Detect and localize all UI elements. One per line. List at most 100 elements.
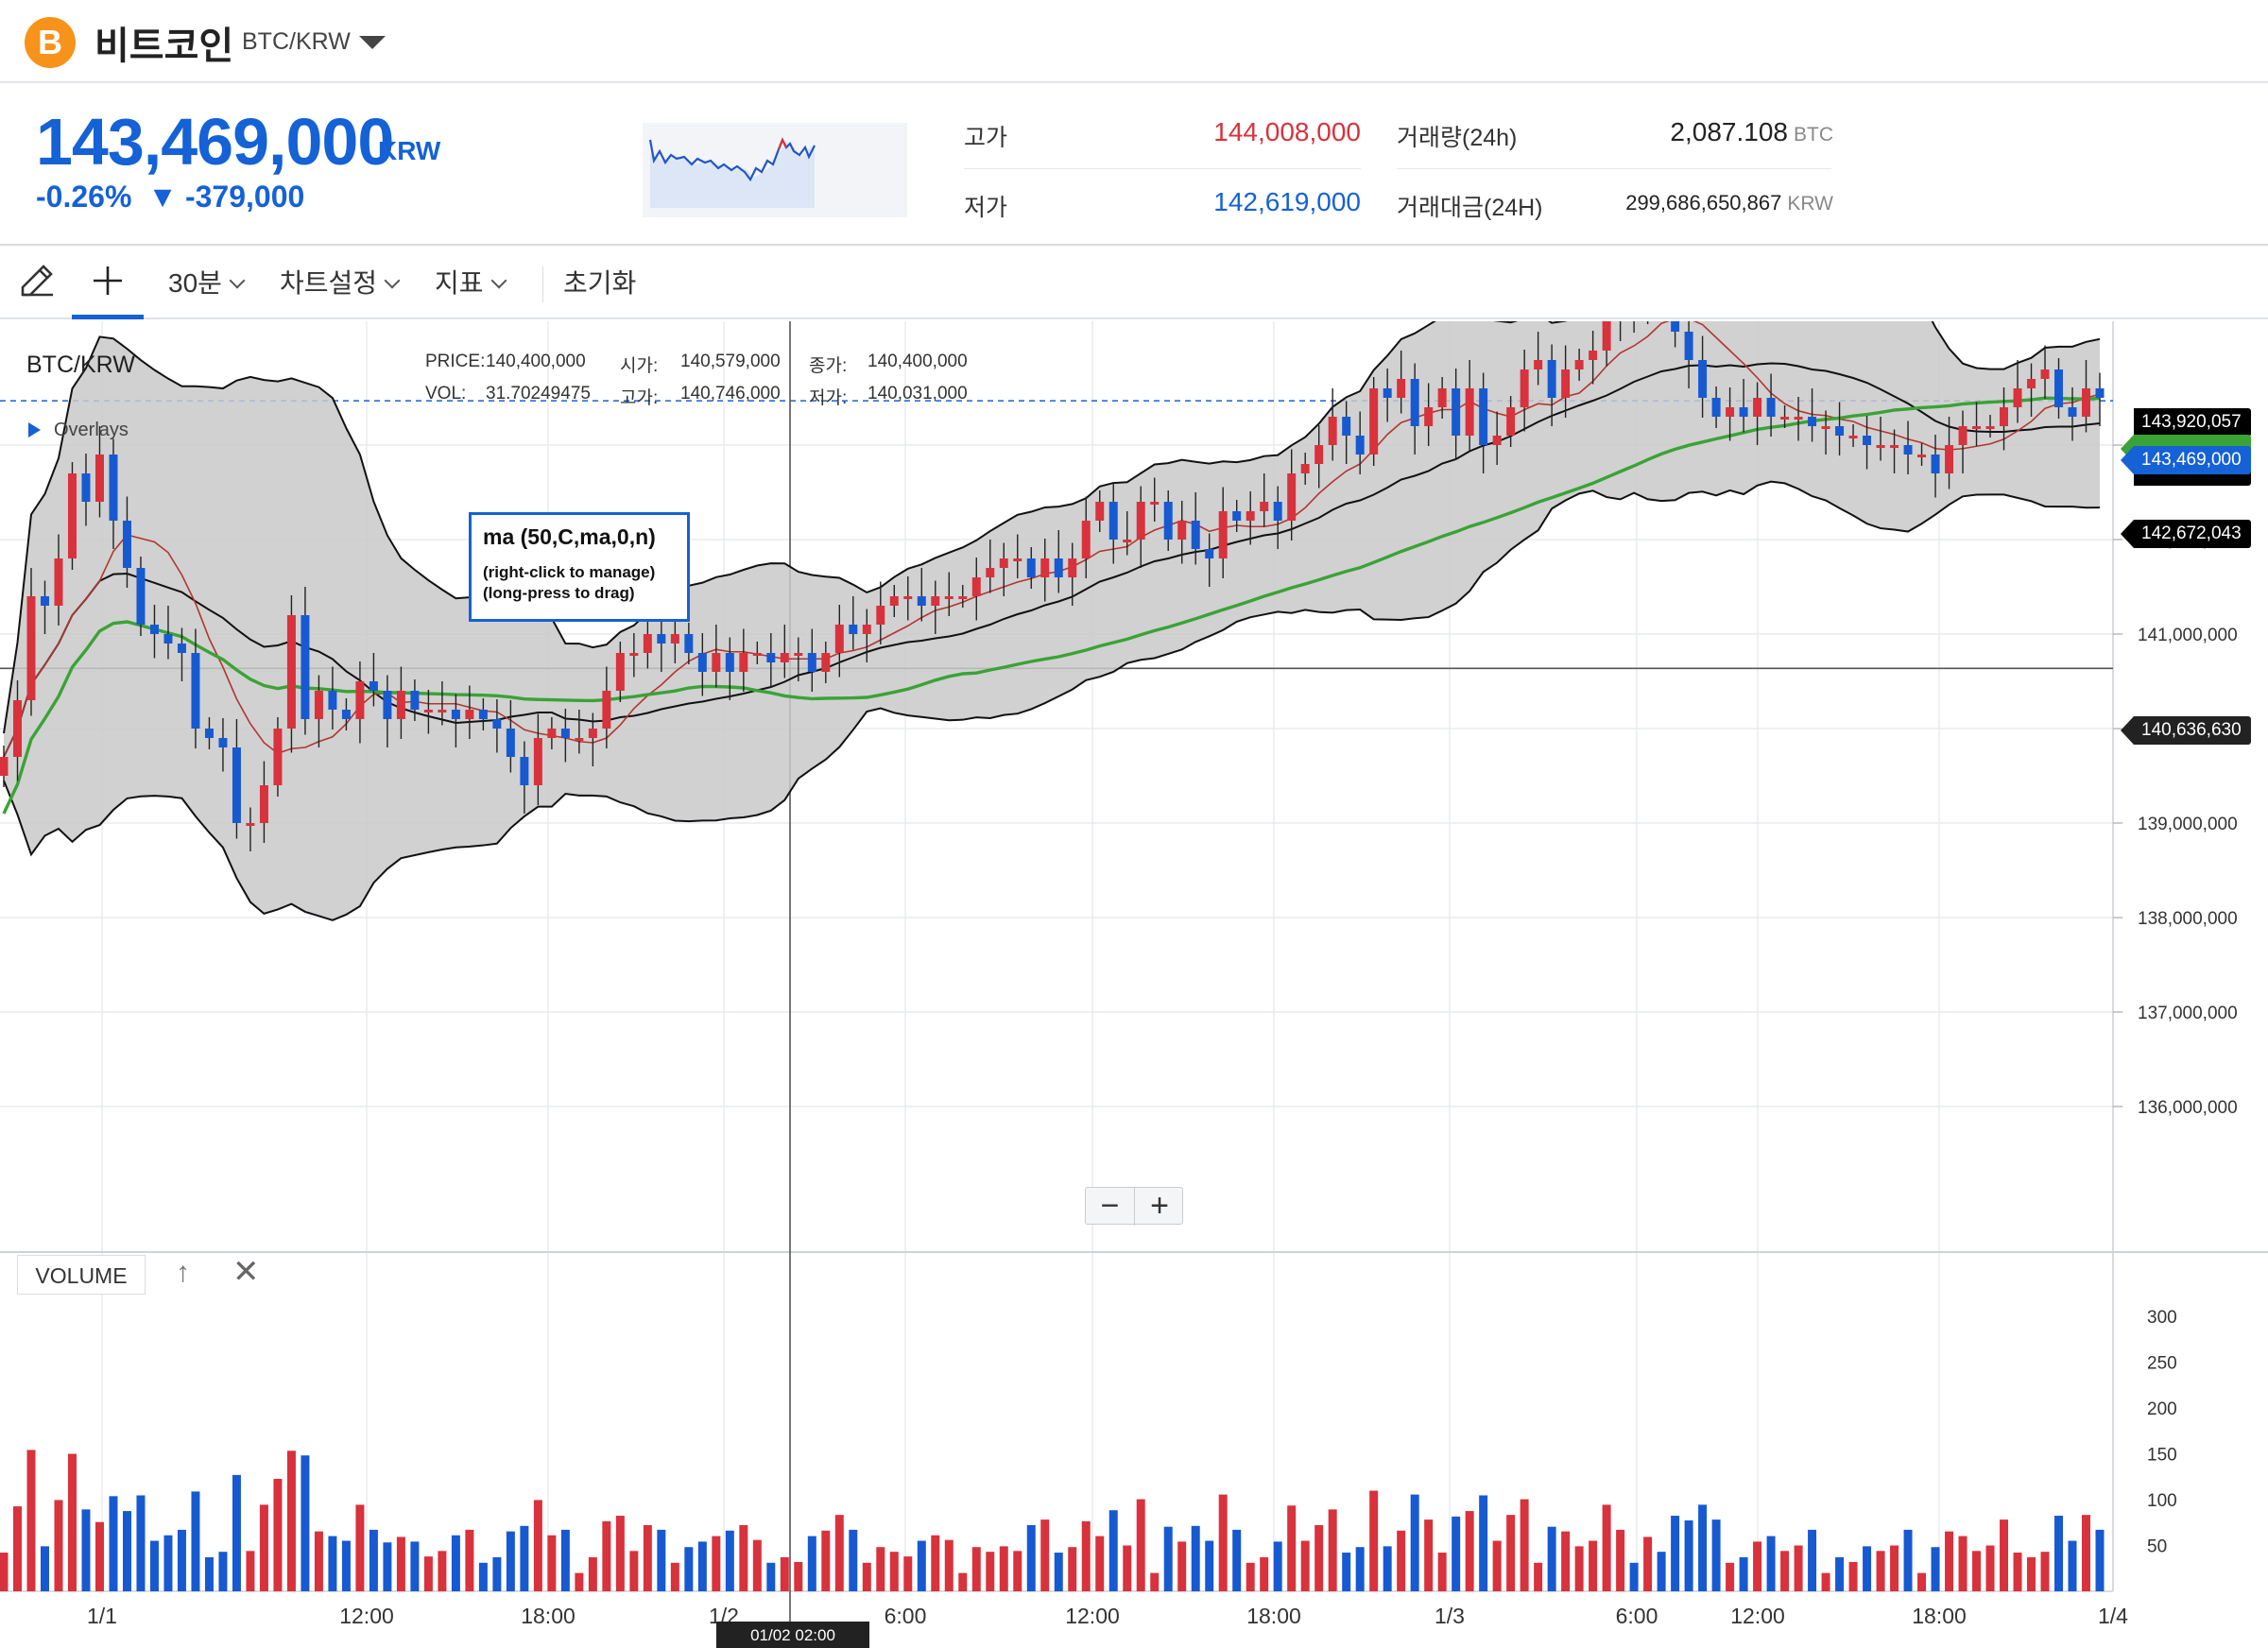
- pencil-icon[interactable]: [17, 248, 57, 319]
- candle-body: [122, 521, 131, 568]
- candle: [1369, 377, 1379, 466]
- candle-body: [286, 615, 296, 729]
- volume-bar: [588, 1557, 597, 1591]
- candle-body: [1903, 445, 1913, 455]
- candle-body: [478, 710, 488, 719]
- candle-body: [2013, 388, 2022, 407]
- volume-bar: [1492, 1540, 1502, 1591]
- candle-body: [1808, 417, 1817, 426]
- volume-bar: [1711, 1519, 1721, 1591]
- candle-body: [944, 596, 954, 599]
- candle: [794, 637, 803, 681]
- volume-number: 2,087.108: [1670, 117, 1788, 146]
- bb-lower-value: 142,672,043: [2141, 524, 2242, 543]
- candle: [944, 572, 954, 616]
- reset-button[interactable]: 초기화: [563, 268, 637, 298]
- high-value: 144,008,000: [1213, 117, 1361, 146]
- chart-settings-label: 차트설정: [280, 268, 378, 298]
- candle: [478, 698, 488, 730]
- volume-bar: [1342, 1553, 1351, 1591]
- candle: [834, 605, 844, 678]
- volume-bar: [1972, 1551, 1982, 1591]
- amount-value: 299,686,650,867 KRW: [1550, 191, 1833, 215]
- volume-bar: [506, 1531, 515, 1591]
- volume-bar: [1123, 1545, 1132, 1591]
- volume-bar: [1589, 1540, 1598, 1591]
- volume-unit: BTC: [1794, 124, 1833, 146]
- candle: [191, 628, 200, 748]
- volume-bar: [1369, 1490, 1379, 1591]
- volume-bar: [1931, 1547, 1940, 1591]
- volume-bar: [67, 1453, 77, 1591]
- zoom-out-button[interactable]: −: [1086, 1188, 1135, 1226]
- amount-unit: KRW: [1787, 193, 1833, 215]
- candle: [163, 606, 173, 660]
- volume-bar: [81, 1509, 91, 1591]
- bb-upper-value: 143,920,057: [2141, 412, 2242, 432]
- candle: [889, 585, 899, 617]
- current-price-tag: 143,469,000: [2121, 446, 2251, 474]
- change-amount: -379,000: [184, 180, 305, 214]
- candle-body: [1561, 369, 1571, 398]
- candle: [1671, 321, 1680, 348]
- volume-bar: [1821, 1572, 1830, 1591]
- candlestick-chart[interactable]: 136,000,000 137,000,000 138,000,000 139,000…: [0, 321, 2268, 1648]
- close-icon[interactable]: ✕: [232, 1254, 260, 1290]
- candle: [1753, 382, 1762, 445]
- crosshair-icon[interactable]: [72, 248, 144, 319]
- candle: [575, 710, 584, 754]
- time-axis-label: 12:00: [339, 1604, 394, 1628]
- volume-bar: [1177, 1541, 1187, 1591]
- volume-bar: [2054, 1516, 2064, 1591]
- volume-bar: [355, 1504, 365, 1591]
- chart-container[interactable]: 136,000,000 137,000,000 138,000,000 139,000…: [0, 321, 2268, 1648]
- candle: [1273, 486, 1282, 549]
- move-up-icon[interactable]: ↑: [176, 1257, 190, 1288]
- low-value: 142,619,000: [1213, 187, 1361, 216]
- candle-body: [369, 681, 378, 691]
- volume-bar: [560, 1529, 570, 1591]
- candle-body: [1452, 388, 1461, 436]
- candle: [204, 717, 214, 749]
- candle: [369, 653, 378, 707]
- volume-bar: [643, 1524, 652, 1591]
- volume-value: 2,087.108 BTC: [1588, 117, 1833, 147]
- candle: [40, 580, 49, 634]
- volume-axis-label: 150: [2147, 1446, 2177, 1466]
- candle-body: [1780, 417, 1790, 420]
- candle-body: [1972, 426, 1982, 429]
- candle: [615, 642, 625, 702]
- volume-axis-label: 300: [2147, 1308, 2177, 1328]
- candle-body: [1465, 388, 1474, 436]
- candle-body: [670, 634, 679, 644]
- candle: [712, 625, 721, 688]
- volume-bar: [204, 1557, 214, 1591]
- pair-dropdown-icon[interactable]: [359, 36, 386, 49]
- zoom-in-button[interactable]: +: [1150, 1188, 1169, 1224]
- candle-body: [109, 455, 118, 521]
- candle-body: [807, 653, 816, 672]
- candle-body: [657, 634, 666, 644]
- volume-bar: [109, 1496, 118, 1591]
- ma-study-tooltip[interactable]: ma (50,C,ma,0,n) (right-click to manage)…: [469, 512, 690, 622]
- chart-settings-dropdown[interactable]: 차트설정: [280, 248, 401, 319]
- indicators-dropdown[interactable]: 지표: [435, 248, 507, 319]
- candle: [807, 628, 816, 692]
- volume-bar: [821, 1530, 831, 1591]
- volume-label: 거래량(24h): [1397, 125, 1518, 151]
- interval-dropdown[interactable]: 30분: [168, 248, 246, 319]
- candle: [1534, 332, 1543, 386]
- candle: [1328, 388, 1337, 461]
- volume-axis-label: 50: [2147, 1537, 2167, 1557]
- volume-bar: [1794, 1545, 1803, 1591]
- candle: [259, 761, 268, 843]
- candle: [1780, 405, 1790, 428]
- candle-body: [986, 568, 995, 577]
- candle: [1808, 388, 1817, 442]
- candle-body: [2000, 407, 2009, 426]
- volume-bar: [2082, 1515, 2090, 1591]
- candle: [684, 623, 694, 664]
- candle: [273, 717, 283, 797]
- candle-body: [1985, 426, 1995, 429]
- overlays-toggle[interactable]: Overlays: [28, 420, 129, 441]
